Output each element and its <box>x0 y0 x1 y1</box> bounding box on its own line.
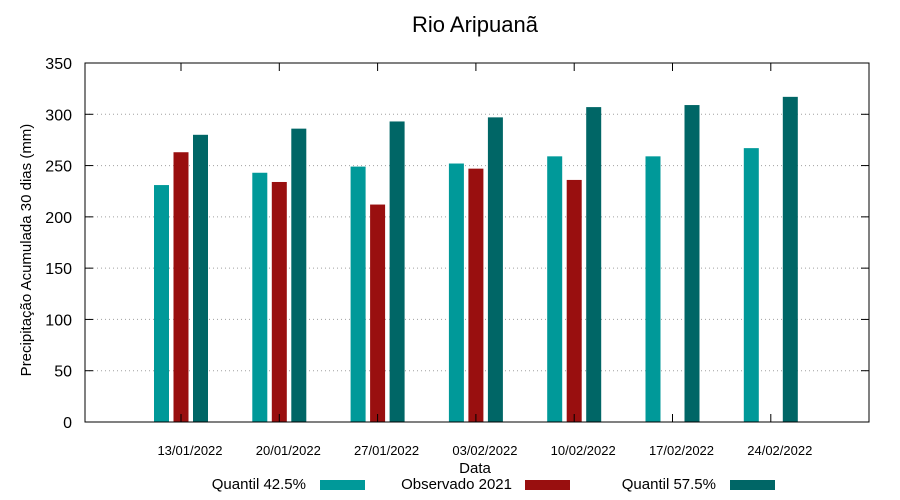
legend-label: Quantil 42.5% <box>212 476 306 493</box>
y-tick-label: 0 <box>63 415 72 432</box>
legend: Quantil 42.5% Observado 2021 Quantil 57.5% <box>212 476 775 493</box>
bar-2-6 <box>782 96 798 422</box>
x-tick-label: 13/01/2022 <box>157 443 222 458</box>
x-tick-label: 17/02/2022 <box>649 443 714 458</box>
bar-0-6 <box>743 148 759 423</box>
bar-2-1 <box>291 128 307 422</box>
y-tick-label: 200 <box>45 210 72 227</box>
y-axis-ticks: 0 50 100 150 200 250 300 350 <box>45 56 869 432</box>
bar-0-4 <box>547 156 563 422</box>
bar-2-0 <box>193 134 208 423</box>
bar-0-1 <box>252 172 268 422</box>
x-tick-label: 24/02/2022 <box>747 443 812 458</box>
bar-2-2 <box>389 121 405 423</box>
bar-0-2 <box>350 166 366 422</box>
bars <box>154 96 798 423</box>
y-tick-label: 150 <box>45 261 72 278</box>
bar-1-1 <box>271 181 287 422</box>
legend-label: Observado 2021 <box>401 476 512 493</box>
y-axis-label: Precipitação Acumulada 30 dias (mm) <box>18 124 35 377</box>
chart-title: Rio Aripuanã <box>412 12 539 37</box>
x-tick-label: 10/02/2022 <box>551 443 616 458</box>
y-tick-label: 350 <box>45 56 72 73</box>
bar-0-0 <box>154 185 169 422</box>
bar-2-4 <box>586 107 602 422</box>
legend-label: Quantil 57.5% <box>622 476 716 493</box>
bar-1-0 <box>173 152 189 423</box>
y-tick-label: 100 <box>45 312 72 329</box>
bar-1-3 <box>468 168 484 422</box>
bar-0-3 <box>448 163 464 422</box>
x-tick-label: 03/02/2022 <box>452 443 517 458</box>
bar-0-5 <box>645 156 661 422</box>
legend-swatch <box>320 480 365 490</box>
x-axis-ticks: 13/01/2022 20/01/2022 27/01/2022 03/02/2022… <box>157 63 812 458</box>
y-tick-label: 250 <box>45 159 72 176</box>
x-tick-label: 27/01/2022 <box>354 443 419 458</box>
bar-2-5 <box>684 105 700 422</box>
bar-2-3 <box>487 117 503 422</box>
plot-frame <box>84 62 870 423</box>
bar-1-2 <box>370 204 386 422</box>
x-axis-label: Data <box>459 460 491 477</box>
legend-swatch <box>525 480 570 490</box>
y-tick-label: 50 <box>54 364 72 381</box>
bar-1-4 <box>566 179 582 422</box>
x-tick-label: 20/01/2022 <box>256 443 321 458</box>
y-tick-label: 300 <box>45 107 72 124</box>
legend-swatch <box>730 480 775 490</box>
